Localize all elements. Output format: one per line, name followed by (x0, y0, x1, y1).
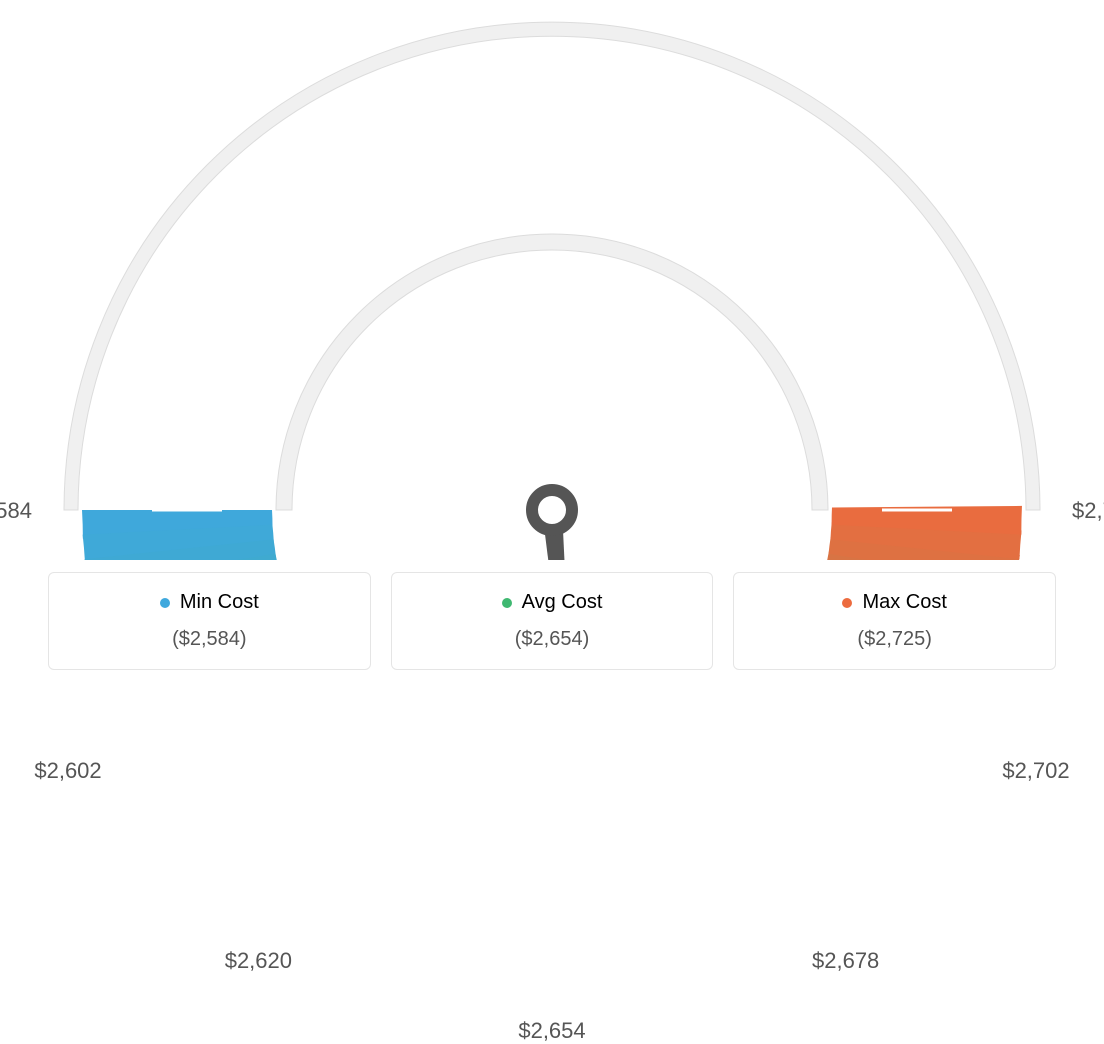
scale-label: $2,702 (1002, 758, 1082, 784)
legend-max-label: Max Cost (842, 591, 946, 614)
legend-min-label-text: Min Cost (180, 591, 259, 614)
legend-max-label-text: Max Cost (862, 591, 946, 614)
chart-container: $2,584$2,602$2,620$2,654$2,678$2,702$2,7… (0, 0, 1104, 690)
dot-icon (842, 598, 852, 608)
legend-min-value: ($2,584) (59, 628, 360, 651)
legend-max-box: Max Cost ($2,725) (733, 572, 1056, 670)
scale-label: $2,654 (512, 1018, 592, 1044)
legend-avg-label: Avg Cost (502, 591, 603, 614)
scale-label: $2,584 (0, 498, 32, 524)
scale-label: $2,725 (1072, 498, 1104, 524)
scale-label: $2,620 (212, 948, 292, 974)
legend-min-box: Min Cost ($2,584) (48, 572, 371, 670)
legend-avg-box: Avg Cost ($2,654) (391, 572, 714, 670)
scale-label: $2,678 (812, 948, 892, 974)
legend-max-value: ($2,725) (744, 628, 1045, 651)
gauge-area: $2,584$2,602$2,620$2,654$2,678$2,702$2,7… (0, 0, 1104, 560)
legend-min-label: Min Cost (160, 591, 259, 614)
scale-label: $2,602 (22, 758, 102, 784)
dot-icon (502, 598, 512, 608)
legend-avg-value: ($2,654) (402, 628, 703, 651)
legend-row: Min Cost ($2,584) Avg Cost ($2,654) Max … (48, 572, 1056, 670)
gauge-svg (0, 0, 1104, 560)
dot-icon (160, 598, 170, 608)
legend-avg-label-text: Avg Cost (522, 591, 603, 614)
